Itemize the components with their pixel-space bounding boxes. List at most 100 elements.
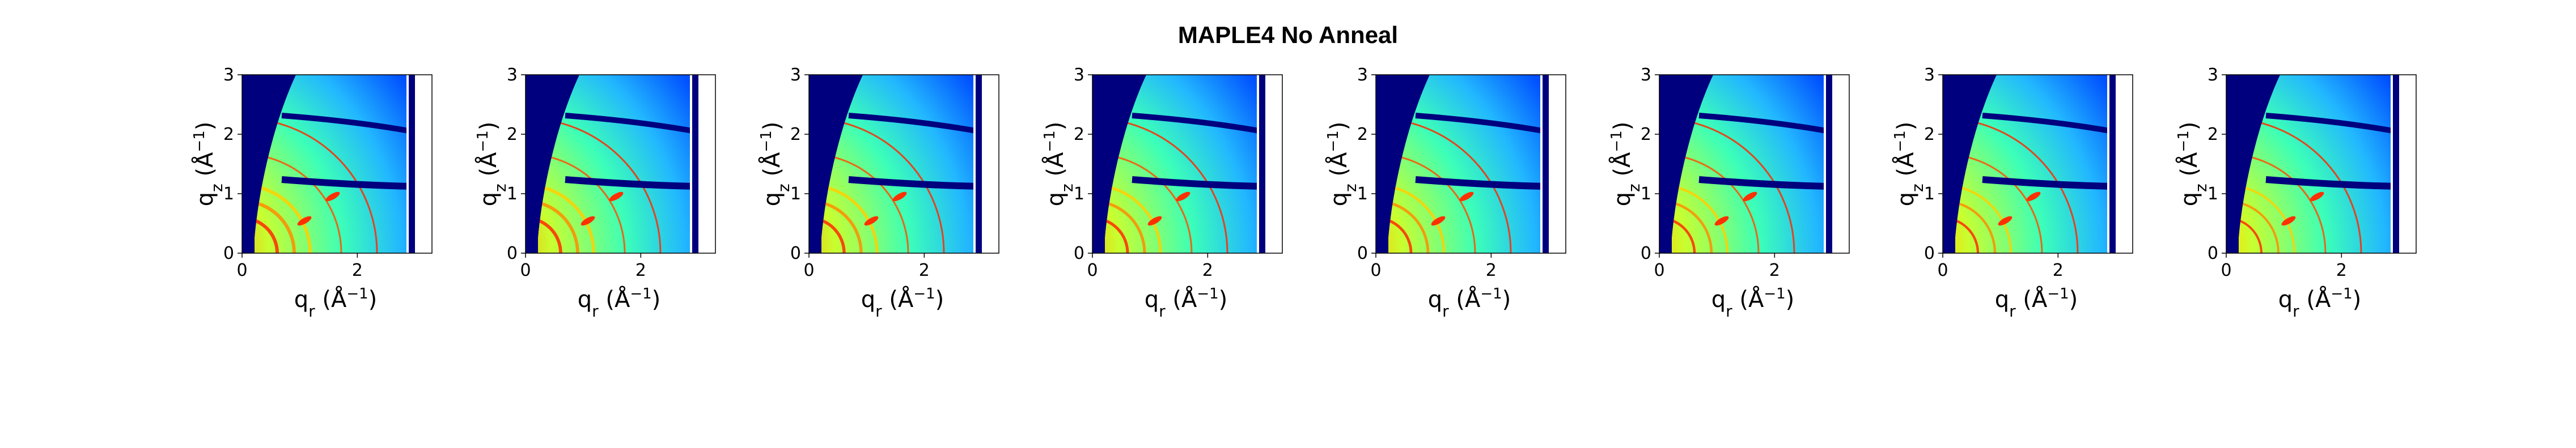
y-axis-label-part: −1 [2175,130,2192,152]
x-axis-label: qr (Å−1) [1145,285,1228,321]
x-axis-label-part: (Å [882,285,914,313]
x-axis-label-part: ) [368,287,378,313]
detector-gap [281,113,413,134]
bragg-spot [1743,191,1757,202]
beamstop [1092,235,1105,253]
missing-wedge [1659,75,1713,253]
x-axis-label-part: r [2009,302,2016,321]
x-tick-label: 2 [2336,261,2347,280]
x-axis-label-part: −1 [1480,285,1502,302]
x-axis-label-part: (Å [315,285,347,313]
x-axis-label-part: −1 [1764,285,1785,302]
x-tick-label: 2 [1486,261,1497,280]
detector-gap [1132,113,1263,134]
detector-gap [1982,113,2113,134]
y-tick-label: 0 [2208,244,2218,263]
missing-wedge [242,75,296,253]
x-axis-label: qr (Å−1) [861,285,944,321]
x-axis-label-part: q [861,287,875,313]
x-axis-label-part: ) [1786,287,1795,313]
y-axis-label: qz (Å−1) [2175,122,2210,207]
y-axis-label-part: (Å [1608,152,1636,184]
x-axis-label-part: q [1145,287,1159,313]
y-axis-label: qz (Å−1) [1325,122,1360,207]
bragg-spot [1176,191,1190,202]
x-tick-label: 0 [520,261,531,280]
y-axis-label-part: (Å [474,152,502,184]
y-tick-label: 3 [507,65,518,85]
detector-edge [406,75,409,253]
giwaxs-panel-6: 0 1 2 3 0 2 qr (Å−1) qz (Å−1) [1583,0,1850,321]
x-axis-label-part: q [1428,287,1442,313]
y-tick-label: 1 [1924,184,1935,204]
y-axis-label-part: −1 [758,130,775,152]
y-tick-label: 2 [1641,125,1651,144]
y-tick-label: 2 [790,125,801,144]
x-tick-label: 0 [1370,261,1381,280]
detector-gap [2265,176,2397,190]
bragg-spot [584,258,600,271]
y-axis-label-part: q [759,192,785,206]
detector-gap [2265,113,2397,134]
y-axis-label-part: ) [192,122,218,131]
heatmap-image [526,75,698,271]
y-axis-label-part: q [1609,192,1636,206]
x-axis-label-part: q [294,287,308,313]
x-axis-label-part: r [2293,302,2299,321]
y-tick-label: 0 [1357,244,1368,263]
plot-frame [1659,74,1850,254]
figure-title: MAPLE4 No Anneal [1177,22,1399,48]
x-axis-label-part: (Å [599,285,630,313]
y-tick-label: 3 [1924,65,1935,85]
y-axis-label: qz (Å−1) [1608,122,1643,207]
y-axis-label-part: ) [1609,122,1636,131]
giwaxs-panel-4: 0 1 2 3 0 2 qr (Å−1) qz (Å−1) [1016,0,1283,321]
y-axis-label: qz (Å−1) [1892,122,1927,207]
y-axis-label-part: −1 [474,130,492,152]
bragg-spot [1718,258,1734,271]
detector-edge [2391,75,2393,253]
beamstop [1376,235,1388,253]
x-tick-label: 0 [236,261,247,280]
x-tick-label: 0 [1087,261,1098,280]
x-axis-label-part: −1 [630,285,651,302]
x-tick-label: 2 [635,261,646,280]
beamstop [1659,235,1672,253]
x-tick-label: 0 [2221,261,2231,280]
detector-gap [848,113,980,134]
bragg-spot [2285,258,2301,271]
plot-frame [525,74,716,254]
beamstop [2226,235,2239,253]
x-axis-label-part: q [1711,287,1726,313]
bragg-spot [1434,258,1451,271]
detector-gap [1982,176,2113,190]
bragg-spot [1459,191,1474,202]
x-axis-label-part: q [2278,287,2293,313]
detector-edge [690,75,692,253]
x-axis-label-part: ) [935,287,944,313]
missing-wedge [1092,75,1146,253]
giwaxs-panel-1: 0 1 2 3 0 2 qr (Å−1) qz (Å−1) [166,0,433,321]
y-axis-label-part: z [1058,184,1077,192]
y-axis-label-part: q [1043,192,1069,206]
y-tick-label: 0 [1924,244,1935,263]
y-axis-label-part: q [1893,192,1919,206]
y-tick-label: 2 [1357,125,1368,144]
x-axis-label-part: r [1159,302,1166,321]
bragg-spot [1147,216,1162,226]
missing-wedge [526,75,579,253]
detector-edge [1540,75,1543,253]
detector-gap [1415,176,1547,190]
y-axis-label-part: −1 [1892,130,1909,152]
heatmap-image [1943,75,2116,253]
missing-wedge [809,75,863,253]
y-axis-label-part: −1 [1041,130,1058,152]
x-tick-label: 0 [803,261,814,280]
y-axis-label-part: (Å [1325,152,1352,184]
y-axis-label: qz (Å−1) [758,122,793,207]
plot-frame [1092,74,1283,254]
bragg-spot [834,267,851,280]
